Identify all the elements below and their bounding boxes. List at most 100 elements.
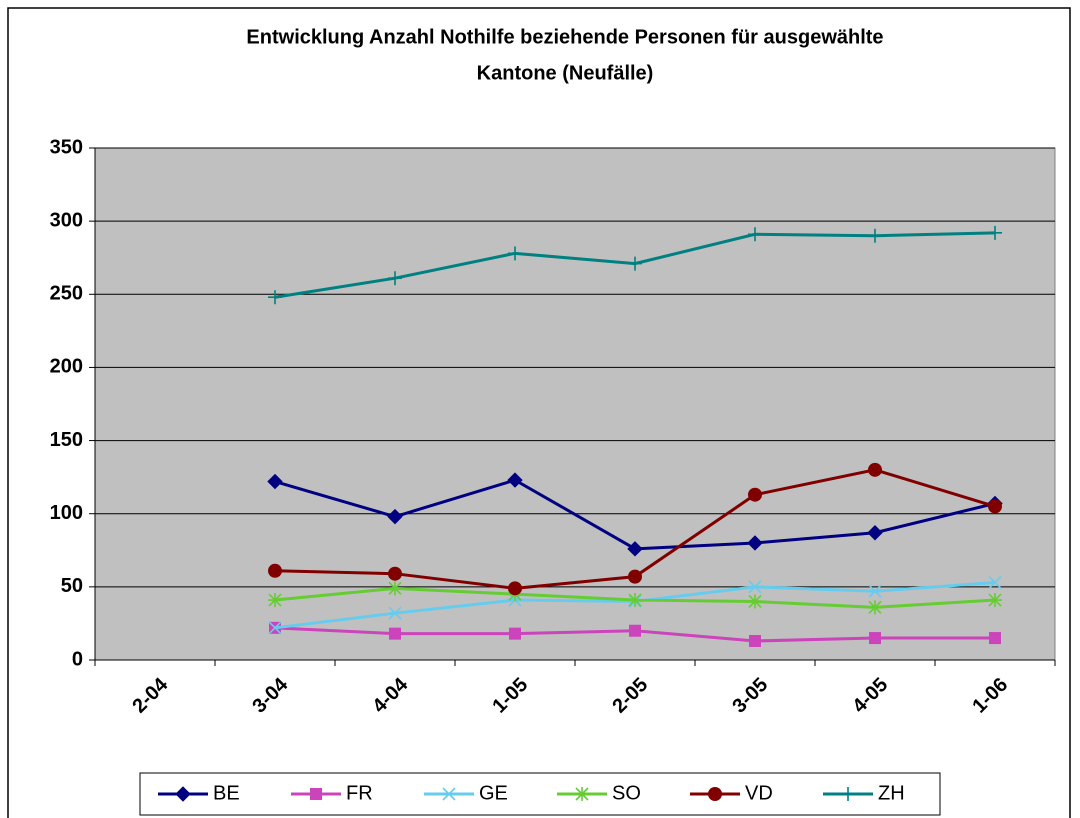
marker bbox=[267, 473, 283, 490]
marker bbox=[869, 632, 881, 645]
marker-shape bbox=[628, 256, 642, 271]
marker-shape bbox=[388, 271, 402, 286]
marker bbox=[747, 535, 763, 551]
marker-shape bbox=[748, 227, 762, 242]
chart-title: Entwicklung Anzahl Nothilfe beziehende P… bbox=[246, 26, 883, 48]
marker bbox=[748, 580, 762, 594]
marker-shape bbox=[629, 624, 641, 637]
marker-shape bbox=[268, 621, 282, 635]
marker bbox=[628, 256, 642, 271]
marker bbox=[868, 462, 882, 477]
marker-shape bbox=[388, 566, 402, 581]
marker-shape bbox=[268, 563, 282, 578]
marker bbox=[867, 525, 883, 541]
marker bbox=[268, 621, 282, 635]
marker-shape bbox=[508, 246, 522, 261]
marker bbox=[989, 632, 1001, 645]
marker-shape bbox=[268, 290, 282, 305]
y-tick-label: 250 bbox=[50, 283, 83, 305]
marker-shape bbox=[868, 228, 882, 243]
marker bbox=[388, 606, 402, 620]
marker bbox=[868, 584, 882, 598]
marker bbox=[268, 593, 282, 608]
marker-shape bbox=[989, 632, 1001, 645]
marker-shape bbox=[389, 627, 401, 640]
legend-box bbox=[139, 772, 941, 816]
y-tick-label: 300 bbox=[50, 209, 83, 231]
marker bbox=[442, 787, 456, 801]
marker bbox=[988, 575, 1002, 590]
legend-label: BE bbox=[213, 782, 240, 804]
marker-shape bbox=[988, 225, 1002, 240]
marker bbox=[509, 627, 521, 640]
y-tick-label: 350 bbox=[50, 136, 83, 158]
legend-label: GE bbox=[479, 782, 508, 804]
marker bbox=[748, 594, 762, 609]
marker bbox=[627, 541, 643, 557]
marker-shape bbox=[575, 787, 589, 801]
marker bbox=[268, 563, 282, 578]
marker bbox=[748, 227, 762, 242]
marker-shape bbox=[628, 593, 642, 608]
marker-shape bbox=[509, 627, 521, 640]
marker bbox=[310, 788, 322, 800]
marker bbox=[988, 593, 1002, 608]
marker-shape bbox=[175, 786, 191, 802]
marker bbox=[988, 225, 1002, 240]
y-tick-label: 150 bbox=[50, 429, 83, 451]
marker bbox=[841, 787, 855, 801]
marker bbox=[175, 786, 191, 802]
marker-shape bbox=[267, 473, 283, 490]
marker-shape bbox=[841, 787, 855, 801]
marker bbox=[507, 472, 523, 488]
marker bbox=[708, 787, 722, 801]
marker bbox=[388, 271, 402, 286]
marker bbox=[268, 290, 282, 305]
marker-shape bbox=[268, 593, 282, 608]
marker-shape bbox=[988, 499, 1002, 514]
marker bbox=[628, 569, 642, 584]
marker bbox=[508, 246, 522, 261]
legend-label: SO bbox=[612, 782, 641, 804]
marker-shape bbox=[442, 787, 456, 801]
marker-shape bbox=[868, 584, 882, 598]
marker-shape bbox=[748, 487, 762, 502]
marker bbox=[748, 487, 762, 502]
plot-area bbox=[94, 147, 1056, 661]
legend-label: FR bbox=[346, 782, 373, 804]
marker-shape bbox=[867, 525, 883, 541]
marker-shape bbox=[748, 594, 762, 609]
marker-shape bbox=[747, 535, 763, 551]
marker bbox=[868, 228, 882, 243]
marker bbox=[988, 499, 1002, 514]
y-tick-label: 50 bbox=[61, 575, 83, 597]
marker-shape bbox=[868, 462, 882, 477]
y-tick-label: 100 bbox=[50, 502, 83, 524]
marker bbox=[388, 566, 402, 581]
marker-shape bbox=[388, 606, 402, 620]
marker-shape bbox=[508, 581, 522, 596]
marker-shape bbox=[627, 541, 643, 557]
marker bbox=[629, 624, 641, 637]
marker bbox=[868, 600, 882, 615]
marker-shape bbox=[748, 580, 762, 594]
marker-shape bbox=[387, 508, 403, 525]
marker bbox=[508, 581, 522, 596]
y-tick-label: 200 bbox=[50, 356, 83, 378]
marker-shape bbox=[388, 581, 402, 596]
marker bbox=[575, 787, 589, 801]
marker-shape bbox=[988, 575, 1002, 590]
marker-shape bbox=[868, 600, 882, 615]
legend-label: ZH bbox=[878, 782, 905, 804]
marker-shape bbox=[507, 472, 523, 488]
marker bbox=[749, 634, 761, 647]
marker-shape bbox=[310, 788, 322, 800]
marker-shape bbox=[749, 634, 761, 647]
y-tick-label: 0 bbox=[72, 648, 83, 670]
marker-shape bbox=[628, 569, 642, 584]
chart-title: Kantone (Neufälle) bbox=[477, 62, 654, 84]
marker bbox=[389, 627, 401, 640]
marker-shape bbox=[708, 787, 722, 801]
marker bbox=[387, 508, 403, 525]
